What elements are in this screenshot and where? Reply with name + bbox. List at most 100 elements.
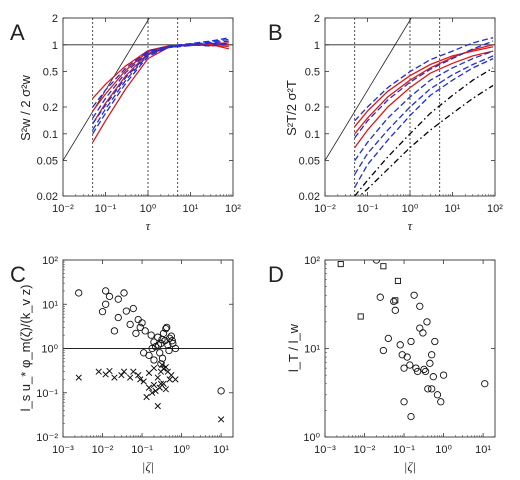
plot-area <box>63 287 233 423</box>
axes-box <box>324 17 496 197</box>
data-point-cross <box>157 368 165 375</box>
x-tick-label: 10⁰ <box>173 444 190 456</box>
x-tick-label: 10⁻² <box>92 444 114 456</box>
data-point-circle <box>390 297 398 306</box>
panel-letter: C <box>10 262 26 287</box>
data-point-circle <box>136 323 144 332</box>
data-point-square <box>380 263 387 270</box>
x-axis-label: τ <box>146 218 152 233</box>
data-point-cross <box>152 387 159 395</box>
data-point-circle <box>428 385 436 393</box>
data-point-circle <box>138 319 146 327</box>
y-tick-label: 0.05 <box>37 156 58 168</box>
data-point-cross <box>162 386 170 393</box>
panel-letter: B <box>268 20 283 45</box>
data-point-circle <box>110 327 119 335</box>
data-point-circle <box>140 349 148 357</box>
x-tick-label: 10⁻² <box>314 203 336 215</box>
y-tick-label: 0.2 <box>43 102 58 114</box>
data-point-circle <box>424 385 432 393</box>
x-tick-label: 10¹ <box>445 203 461 215</box>
data-point-circle <box>154 333 162 341</box>
series-line-8 <box>92 42 229 125</box>
data-point-cross <box>145 384 153 391</box>
x-tick-label: 10⁻³ <box>52 444 74 456</box>
data-point-cross <box>158 361 166 368</box>
panel-B: B 10⁻² 10⁻¹ 10⁰ 10¹ 10² 0.02 0.05 0.1 0.2 0.5 1 2 τ S²… <box>268 13 503 233</box>
y-axis-label: l_s u_* φ_m(ζ)/(k_v z) <box>18 285 33 412</box>
y-tick-label: 10² <box>304 255 320 267</box>
data-point-cross <box>130 368 137 375</box>
y-tick-label: 0.2 <box>305 102 320 114</box>
data-point-cross <box>140 378 147 385</box>
data-point-square <box>337 260 344 268</box>
data-point-circle <box>403 353 411 361</box>
data-point-circle <box>396 341 404 349</box>
panel-A: A 10⁻² 10⁻¹ 10⁰ 10¹ 10² 0.02 0.05 0.1 0.2 0.5 1 2 τ S²… <box>10 13 241 233</box>
data-point-circle <box>159 329 168 337</box>
data-point-circle <box>423 318 431 326</box>
y-axis-label: S²T/2 σ²T <box>284 80 299 136</box>
data-point-circle <box>158 354 167 362</box>
y-tick-label: 0.1 <box>305 129 320 141</box>
data-point-circle <box>166 334 174 342</box>
data-point-square <box>357 313 364 320</box>
x-tick-label: 10² <box>225 203 241 215</box>
y-tick-label: 10² <box>42 255 58 267</box>
data-point-cross <box>150 364 158 372</box>
data-point-cross <box>154 374 161 381</box>
data-point-circle <box>400 398 408 406</box>
x-tick-label: 10² <box>487 203 503 215</box>
x-axis-label: |ζ| <box>142 459 154 474</box>
data-point-circle <box>163 323 171 332</box>
data-point-circle <box>429 373 437 381</box>
x-tick-label: 10¹ <box>475 444 491 456</box>
data-point-cross <box>145 369 153 377</box>
data-point-cross <box>111 374 118 381</box>
data-point-circle <box>439 371 448 379</box>
x-tick-label: 10⁻¹ <box>393 444 415 456</box>
reference-slope-line <box>63 18 150 161</box>
y-tick-label: 0.5 <box>43 67 58 79</box>
data-point-cross <box>106 367 113 375</box>
data-point-cross <box>95 368 102 375</box>
y-tick-label: 2 <box>314 13 320 25</box>
data-point-cross <box>75 374 82 381</box>
series-line-0 <box>354 46 494 128</box>
data-point-circle <box>75 289 83 297</box>
data-point-cross <box>154 402 161 410</box>
panel-letter: D <box>268 262 284 287</box>
data-point-cross <box>166 376 173 383</box>
x-tick-label: 10⁻² <box>354 444 376 456</box>
data-point-circle <box>167 332 175 340</box>
x-tick-label: 10⁻¹ <box>357 203 379 215</box>
data-point-circle <box>157 360 165 368</box>
y-tick-label: 10¹ <box>42 299 58 311</box>
plot-area <box>337 260 489 421</box>
data-point-circle <box>379 346 388 355</box>
y-tick-label: 0.02 <box>37 191 58 203</box>
x-tick-label: 10⁻³ <box>314 444 336 456</box>
series-line-4 <box>354 50 494 161</box>
data-point-circle <box>416 302 424 310</box>
x-tick-label: 10⁻¹ <box>95 203 117 215</box>
data-point-circle <box>132 329 140 337</box>
series-line-6 <box>354 58 494 188</box>
axes-box <box>62 17 234 197</box>
data-point-circle <box>407 412 415 421</box>
x-tick-label: 10⁻² <box>52 203 74 215</box>
axes-box <box>62 259 234 438</box>
data-point-cross <box>162 363 170 371</box>
y-axis-label: S²w / 2 σ²w <box>18 74 33 140</box>
data-point-circle <box>105 292 114 301</box>
series-line-2 <box>92 43 230 125</box>
data-point-cross <box>118 371 125 379</box>
data-point-circle <box>164 341 172 349</box>
data-point-cross <box>135 371 142 379</box>
y-tick-label: 10⁰ <box>303 432 320 444</box>
data-point-circle <box>122 307 130 315</box>
data-point-cross <box>160 380 167 387</box>
y-axis-label: l_T / l_w <box>286 323 301 372</box>
data-point-circle <box>431 337 439 346</box>
